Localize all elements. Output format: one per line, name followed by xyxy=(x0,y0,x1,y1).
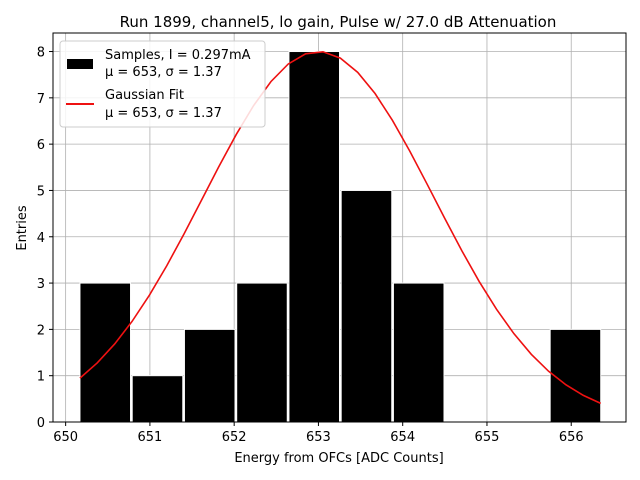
y-tick-label: 7 xyxy=(37,92,45,107)
histogram-bar xyxy=(392,282,445,423)
x-tick-label: 651 xyxy=(137,430,162,445)
x-tick-label: 650 xyxy=(53,430,78,445)
x-tick-label: 653 xyxy=(306,430,331,445)
plot-frame xyxy=(52,32,627,423)
gaussian-fit-line xyxy=(79,50,602,405)
y-axis-label: Entries xyxy=(15,205,30,251)
y-tick-label: 5 xyxy=(37,184,45,199)
histogram-bar xyxy=(340,189,393,423)
x-tick-label: 655 xyxy=(475,430,500,445)
histogram-bars xyxy=(79,51,602,423)
histogram-bar xyxy=(288,51,340,423)
x-axis: 650 651 652 653 654 655 656 xyxy=(53,422,584,445)
chart-title: Run 1899, channel5, lo gain, Pulse w/ 27… xyxy=(120,13,557,31)
histogram-bar xyxy=(79,282,132,423)
legend-box xyxy=(59,40,266,128)
y-tick-label: 2 xyxy=(37,323,45,338)
legend-label-samples-stats: μ = 653, σ = 1.37 xyxy=(105,65,222,80)
legend-label-fit: Gaussian Fit xyxy=(105,88,184,103)
x-tick-label: 654 xyxy=(390,430,415,445)
histogram-bar xyxy=(236,282,288,423)
histogram-bar xyxy=(183,328,236,423)
histogram-bar xyxy=(131,375,184,423)
histogram-bar xyxy=(549,328,602,423)
y-tick-label: 3 xyxy=(37,277,45,292)
legend-label-samples: Samples, I = 0.297mA xyxy=(105,48,251,63)
y-tick-label: 8 xyxy=(37,46,45,61)
legend: Samples, I = 0.297mA μ = 653, σ = 1.37 G… xyxy=(59,40,266,128)
y-tick-label: 6 xyxy=(37,138,45,153)
x-axis-label: Energy from OFCs [ADC Counts] xyxy=(234,451,443,466)
y-axis: 0 1 2 3 4 5 6 7 8 xyxy=(37,46,53,431)
legend-label-fit-stats: μ = 653, σ = 1.37 xyxy=(105,106,222,121)
y-tick-label: 1 xyxy=(37,370,45,385)
x-tick-label: 656 xyxy=(559,430,584,445)
legend-swatch-samples xyxy=(67,59,93,69)
x-tick-label: 652 xyxy=(222,430,247,445)
y-tick-label: 0 xyxy=(37,416,45,431)
y-tick-label: 4 xyxy=(37,231,45,246)
